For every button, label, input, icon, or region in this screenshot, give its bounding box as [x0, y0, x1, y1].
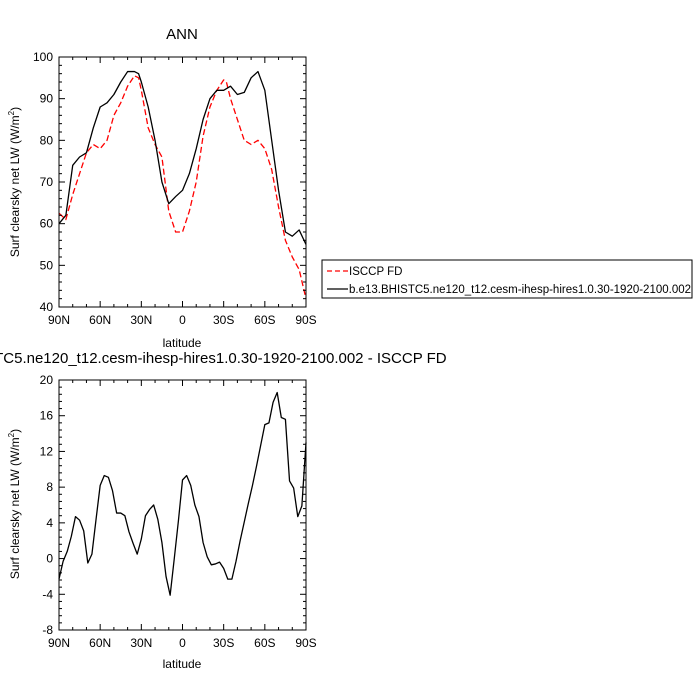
x-tick-label: 90S — [295, 313, 316, 327]
plot-area: 90N 60N 30N 0 30S 60S 90S 40 50 60 70 80 90 100 — [33, 50, 317, 327]
x-tick-label: 60N — [89, 313, 111, 327]
y-tick-label: 4 — [46, 516, 53, 530]
x-tick-label: 90S — [295, 636, 316, 650]
y-tick-label: 0 — [46, 552, 53, 566]
y-tick-label: 16 — [40, 409, 54, 423]
x-tick-label: 60S — [254, 636, 275, 650]
plot-area: 90N 60N 30N 0 30S 60S 90S -8 -4 0 4 8 12 16 20 — [40, 373, 317, 650]
x-tick-label: 30S — [213, 313, 234, 327]
x-tick-label: 30S — [213, 636, 234, 650]
top-panel: ANN 90N 60N 30N 0 30S 60S 90S 40 50 60 70 80 90 100 l… — [7, 26, 693, 350]
y-tick-label: 100 — [33, 50, 53, 64]
plot-frame — [58, 379, 307, 631]
bottom-panel: b.e13.BHISTC5.ne120_t12.cesm-ihesp-hires… — [0, 350, 447, 671]
x-tick-label: 60S — [254, 313, 275, 327]
y-axis-label: Surf clearsky net LW (W/m2) — [7, 107, 22, 257]
y-tick-label: 80 — [40, 133, 54, 147]
y-axis-label: Surf clearsky net LW (W/m2) — [7, 429, 22, 579]
x-tick-label: 0 — [179, 313, 186, 327]
legend-label-model: b.e13.BHISTC5.ne120_t12.cesm-ihesp-hires… — [349, 284, 691, 296]
series-line-b — [58, 70, 307, 245]
chart-title: ANN — [166, 26, 198, 43]
y-tick-label: 8 — [46, 480, 53, 494]
legend: ISCCP FD b.e13.BHISTC5.ne120_t12.cesm-ih… — [321, 259, 693, 299]
x-tick-label: 30N — [130, 313, 152, 327]
x-tick-label: 60N — [89, 636, 111, 650]
legend-label-isccp: ISCCP FD — [349, 266, 402, 278]
y-tick-label: 90 — [40, 92, 54, 106]
x-tick-label: 90N — [48, 636, 70, 650]
y-tick-label: 40 — [40, 300, 54, 314]
y-tick-label: 50 — [40, 258, 54, 272]
series-line-isccp-fd — [58, 75, 307, 299]
x-tick-label: 0 — [179, 636, 186, 650]
y-tick-label: -4 — [42, 587, 53, 601]
series-line-0 — [58, 391, 307, 596]
y-tick-label: 60 — [40, 217, 54, 231]
plot-frame — [58, 56, 307, 308]
y-tick-label: -8 — [42, 623, 53, 637]
x-axis-label: latitude — [163, 657, 202, 671]
x-tick-label: 30N — [130, 636, 152, 650]
y-tick-label: 12 — [40, 444, 54, 458]
x-axis-label: latitude — [163, 336, 202, 350]
chart-title: b.e13.BHISTC5.ne120_t12.cesm-ihesp-hires… — [0, 350, 447, 367]
x-tick-label: 90N — [48, 313, 70, 327]
y-tick-label: 70 — [40, 175, 54, 189]
y-tick-label: 20 — [40, 373, 54, 387]
legend-box — [321, 259, 693, 299]
